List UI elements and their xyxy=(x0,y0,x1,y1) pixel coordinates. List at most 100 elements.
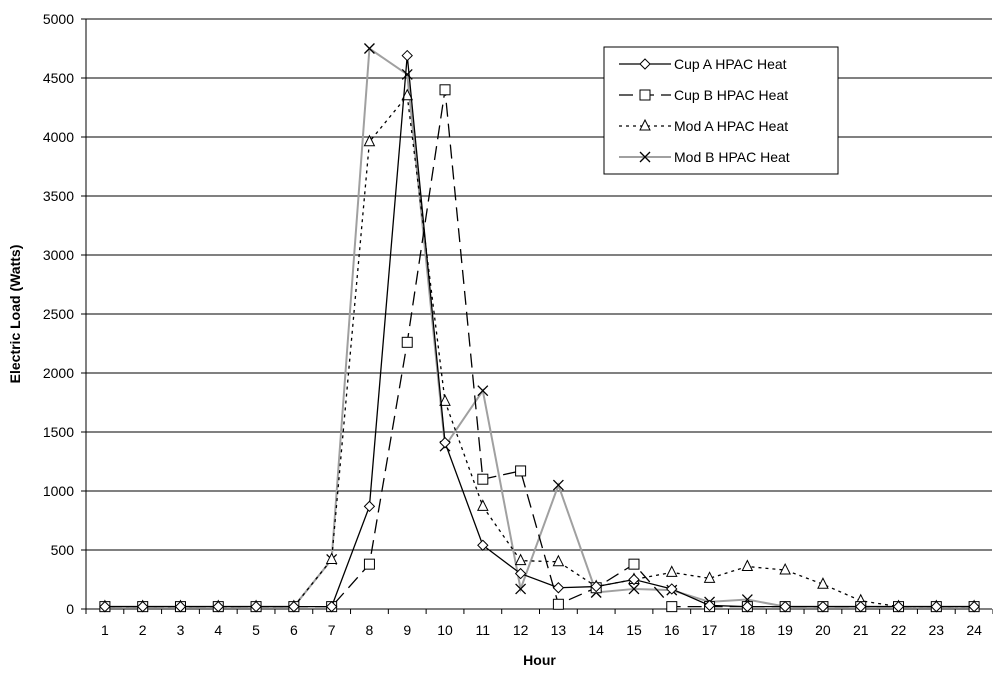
data-point-triangle xyxy=(401,88,414,101)
data-point-x xyxy=(628,583,640,595)
series-mod-b-hpac-heat xyxy=(99,43,980,613)
axes xyxy=(81,18,993,614)
data-point-diamond xyxy=(477,539,489,551)
x-tick-label: 1 xyxy=(101,622,109,638)
data-point-square xyxy=(439,84,451,96)
data-point-triangle xyxy=(639,118,651,131)
x-tick-label: 19 xyxy=(777,622,793,638)
x-tick-label: 9 xyxy=(403,622,411,638)
data-point-triangle xyxy=(665,565,678,577)
data-point-triangle xyxy=(552,554,565,567)
x-tick-label: 18 xyxy=(740,622,756,638)
y-tick-label: 3500 xyxy=(43,188,74,204)
y-tick-label: 500 xyxy=(51,542,75,558)
data-point-triangle xyxy=(477,499,489,511)
y-tick-label: 4000 xyxy=(43,129,74,145)
x-tick-labels: 1 2 3 4 5 6 7 8 9 10 11 12 13 14 15 16 17 18 19 20 21 22 23 24 xyxy=(101,622,982,638)
data-point-diamond xyxy=(703,599,716,612)
x-tick-label: 10 xyxy=(437,622,453,638)
data-point-square xyxy=(515,465,527,477)
data-point-x xyxy=(401,69,413,80)
gridlines xyxy=(86,18,992,551)
x-tick-label: 22 xyxy=(891,622,907,638)
data-point-triangle xyxy=(817,577,829,589)
y-tick-label: 4500 xyxy=(43,70,74,86)
data-point-triangle xyxy=(439,394,451,406)
data-point-diamond xyxy=(363,500,376,513)
x-tick-label: 13 xyxy=(551,622,567,638)
series-cup-b-hpac-heat xyxy=(99,84,980,613)
x-tick-label: 8 xyxy=(366,622,374,638)
data-point-square xyxy=(401,336,413,348)
data-point-diamond xyxy=(136,600,149,613)
data-point-diamond xyxy=(930,600,943,613)
series-line-mod-a-hpac-heat xyxy=(104,94,975,608)
series-line-mod-b-hpac-heat xyxy=(104,46,975,608)
data-point-diamond xyxy=(325,600,338,613)
legend-label: Mod B HPAC Heat xyxy=(674,149,790,165)
data-point-diamond xyxy=(590,580,602,593)
x-tick-label: 5 xyxy=(252,622,260,638)
data-point-x xyxy=(552,479,564,491)
data-point-triangle xyxy=(779,562,791,575)
data-point-x-stroke xyxy=(639,151,651,163)
x-tick-label: 14 xyxy=(588,622,604,638)
x-tick-label: 20 xyxy=(815,622,831,638)
data-point-x xyxy=(639,151,651,163)
x-tick-label: 15 xyxy=(626,622,642,638)
legend-item-mod-b-hpac-heat: Mod B HPAC Heat xyxy=(619,149,790,165)
y-axis-title: Electric Load (Watts) xyxy=(7,245,23,384)
data-point-diamond xyxy=(174,600,187,613)
x-tick-label: 3 xyxy=(177,622,185,638)
data-point-x xyxy=(363,43,375,54)
data-point-diamond xyxy=(892,600,905,613)
legend-label: Mod A HPAC Heat xyxy=(674,118,788,134)
data-point-diamond xyxy=(288,600,300,613)
data-point-diamond xyxy=(779,600,791,613)
data-point-x-stroke xyxy=(628,583,640,595)
y-tick-label: 2000 xyxy=(43,365,74,381)
y-tick-label: 5000 xyxy=(43,11,74,27)
data-point-diamond xyxy=(817,600,829,613)
series-line-cup-a-hpac-heat xyxy=(104,55,975,608)
data-point-diamond xyxy=(855,600,867,613)
x-tick-label: 4 xyxy=(214,622,222,638)
x-tick-label: 17 xyxy=(702,622,718,638)
data-point-diamond xyxy=(968,600,980,613)
legend-box xyxy=(603,46,839,175)
data-point-triangle xyxy=(703,571,716,583)
x-axis-title: Hour xyxy=(523,652,556,668)
data-point-x xyxy=(515,583,527,595)
data-point-square xyxy=(628,558,640,570)
x-tick-label: 16 xyxy=(664,622,680,638)
x-tick-label: 11 xyxy=(476,622,491,638)
data-point-diamond xyxy=(552,582,565,594)
legend-item-cup-a-hpac-heat: Cup A HPAC Heat xyxy=(619,56,787,72)
x-tick-label: 12 xyxy=(513,622,529,638)
y-tick-label: 1500 xyxy=(43,424,74,440)
x-tick-label: 21 xyxy=(853,622,869,638)
data-point-square xyxy=(363,558,375,570)
data-point-x-stroke xyxy=(401,69,413,80)
data-point-x-stroke xyxy=(552,479,564,491)
data-point-triangle xyxy=(514,553,527,566)
x-tick-label: 7 xyxy=(328,622,336,638)
data-point-square xyxy=(477,473,489,485)
data-point-square xyxy=(666,601,678,613)
data-point-diamond xyxy=(401,49,413,62)
data-point-diamond xyxy=(250,600,262,613)
legend: Cup A HPAC Heat Cup B HPAC Heat Mod A HPAC… xyxy=(603,46,839,175)
data-point-triangle xyxy=(741,559,754,572)
data-point-square xyxy=(552,598,564,610)
data-point-x-stroke xyxy=(477,385,489,397)
data-point-triangle xyxy=(325,552,338,564)
data-point-diamond xyxy=(514,567,527,580)
x-tick-label: 6 xyxy=(290,622,298,638)
data-point-triangle xyxy=(363,134,376,147)
y-tick-label: 2500 xyxy=(43,306,74,322)
data-point-square xyxy=(639,89,651,101)
legend-label: Cup B HPAC Heat xyxy=(674,87,788,103)
data-point-diamond xyxy=(212,600,224,613)
